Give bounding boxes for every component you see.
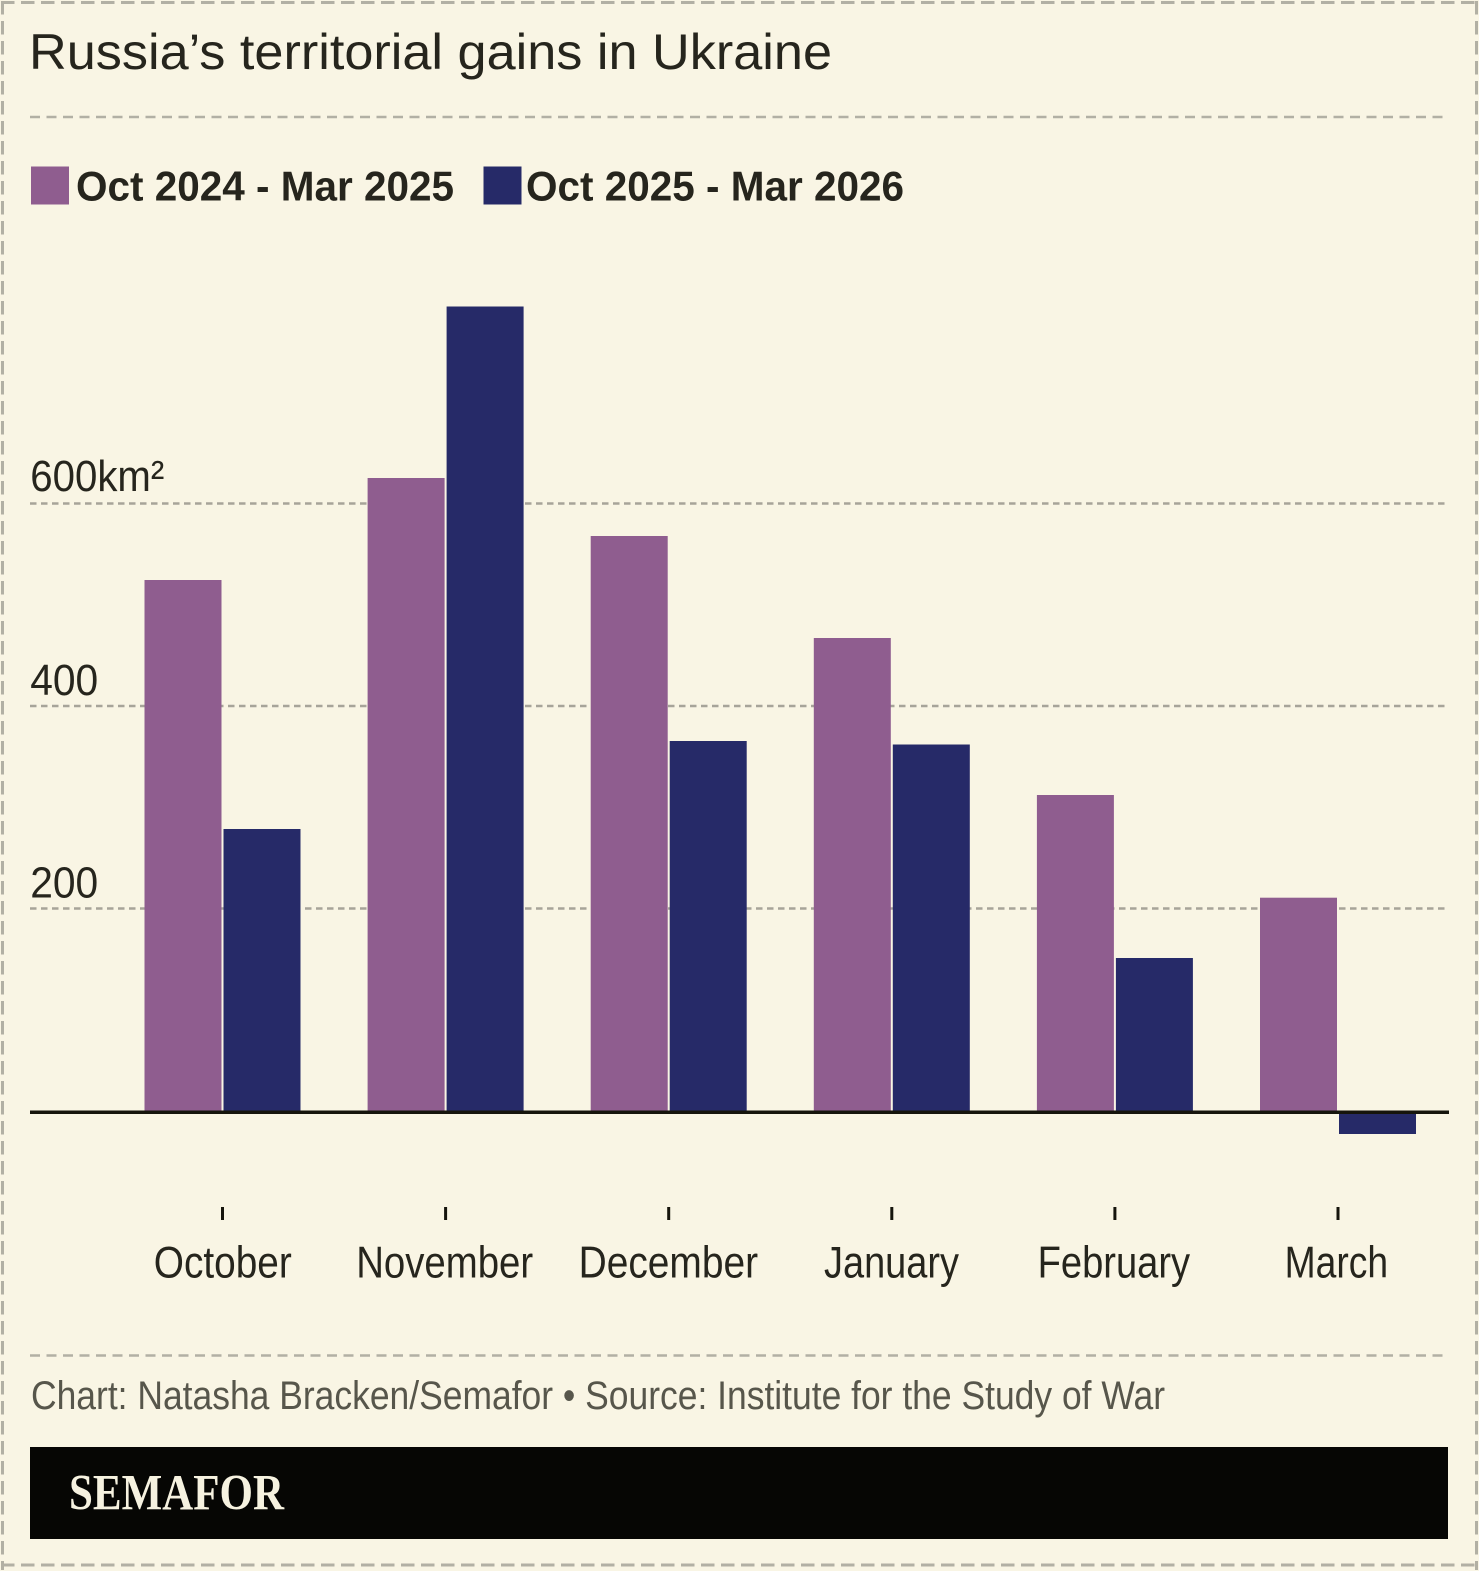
svg-text:November: November (356, 1239, 533, 1288)
svg-text:600km²: 600km² (30, 453, 164, 501)
svg-text:January: January (824, 1239, 960, 1288)
svg-text:200: 200 (30, 860, 98, 908)
svg-text:400: 400 (30, 657, 98, 705)
svg-text:February: February (1038, 1239, 1191, 1288)
svg-text:Chart: Natasha Bracken/Semafor: Chart: Natasha Bracken/Semafor • Source:… (31, 1374, 1165, 1418)
svg-text:Oct 2025 - Mar 2026: Oct 2025 - Mar 2026 (526, 163, 904, 210)
svg-text:October: October (154, 1239, 292, 1288)
svg-text:March: March (1285, 1239, 1389, 1288)
svg-text:Oct 2024 - Mar 2025: Oct 2024 - Mar 2025 (76, 163, 454, 210)
svg-text:December: December (579, 1239, 759, 1288)
svg-text:Russia’s territorial gains in: Russia’s territorial gains in Ukraine (29, 24, 832, 80)
svg-text:SEMAFOR: SEMAFOR (69, 1466, 285, 1522)
